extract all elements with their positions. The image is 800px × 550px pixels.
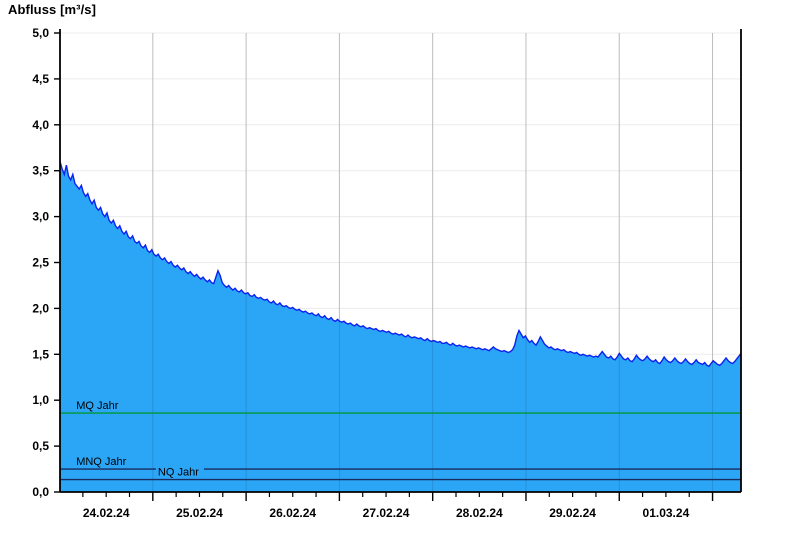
y-axis-tick-label: 1,0 bbox=[32, 393, 49, 407]
x-axis-tick-label: 25.02.24 bbox=[176, 506, 223, 520]
y-axis-tick-label: 3,5 bbox=[32, 164, 49, 178]
y-axis-tick-label: 5,0 bbox=[32, 26, 49, 40]
x-axis-tick-label: 27.02.24 bbox=[363, 506, 410, 520]
reference-line-label-bg bbox=[155, 463, 205, 478]
reference-line-labels-group: MQ Jahr MNQ Jahr NQ Jahr bbox=[74, 397, 205, 479]
x-axis-tick-label: 26.02.24 bbox=[269, 506, 316, 520]
series-line bbox=[59, 161, 742, 368]
reference-lines-group bbox=[60, 33, 741, 492]
y-axis-tick-label: 4,0 bbox=[32, 118, 49, 132]
y-axis-tick-label: 1,5 bbox=[32, 347, 49, 361]
y-axis-tick-label: 2,5 bbox=[32, 256, 49, 270]
reference-line-label-bg bbox=[74, 453, 129, 468]
axis-group bbox=[54, 29, 742, 501]
y-axis-tick-label: 0,5 bbox=[32, 439, 49, 453]
axis-tick-labels-group: 0,0 0,5 1,0 1,5 2,0 2,5 3,0 3,5 4,0 4,5 5,0 24.02.2… bbox=[32, 26, 689, 520]
series-area-fill bbox=[60, 161, 741, 492]
series-area-group bbox=[59, 161, 742, 492]
y-axis-tick-label: 0,0 bbox=[32, 485, 49, 499]
reference-line-label-bg bbox=[74, 397, 123, 412]
x-axis-tick-label: 28.02.24 bbox=[456, 506, 503, 520]
x-axis-tick-label: 01.03.24 bbox=[643, 506, 690, 520]
reference-line-label: NQ Jahr bbox=[158, 467, 199, 479]
y-axis-tick-label: 2,0 bbox=[32, 301, 49, 315]
chart-title: Abfluss [m³/s] bbox=[8, 2, 97, 17]
x-axis-tick-label: 24.02.24 bbox=[83, 506, 130, 520]
x-axis-tick-label: 29.02.24 bbox=[549, 506, 596, 520]
reference-line-label: MQ Jahr bbox=[76, 400, 119, 412]
y-axis-tick-label: 4,5 bbox=[32, 72, 49, 86]
y-axis-tick-label: 3,0 bbox=[32, 210, 49, 224]
reference-line-label: MNQ Jahr bbox=[76, 456, 126, 468]
